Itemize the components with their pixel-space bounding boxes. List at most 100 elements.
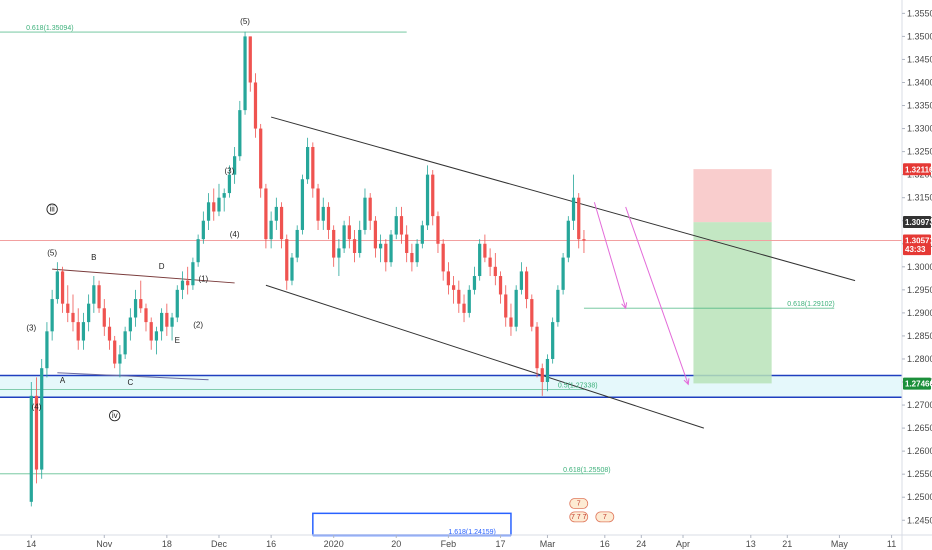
- candle-body: [180, 280, 185, 290]
- candle: [399, 206, 404, 244]
- candle-body: [342, 225, 346, 249]
- price-axis[interactable]: 1.35500 1.35000 1.34500 1.34000 1.33500 1.330…: [902, 8, 932, 525]
- time-axis[interactable]: 14 Nov 18 Dec 16 2020 20 Feb 17 Mar 16 24 Apr 13 21 May…: [26, 535, 896, 549]
- candle: [571, 174, 576, 230]
- candle-body: [300, 179, 305, 230]
- candle: [222, 188, 226, 212]
- projection-arrow-2: [625, 206, 689, 385]
- candle-body: [577, 197, 581, 240]
- candle: [238, 100, 242, 161]
- time-tick-label: 21: [782, 539, 792, 549]
- candle-body: [186, 280, 190, 286]
- price-badge-bg: [903, 215, 931, 228]
- price-badge: 1.30973: [903, 215, 932, 228]
- candle: [118, 345, 122, 378]
- candle: [259, 123, 263, 198]
- candle: [40, 358, 44, 479]
- time-tick-label: 11: [887, 539, 896, 549]
- wave-label: C: [127, 378, 133, 387]
- candle: [535, 322, 539, 378]
- candle-body: [446, 271, 451, 286]
- candle-body: [514, 289, 518, 327]
- wave-label: (3): [225, 167, 235, 176]
- candle-body: [321, 206, 325, 221]
- candle: [217, 183, 221, 217]
- fib-level-label-1: 0.618(1.29102): [787, 301, 834, 308]
- candle-body: [285, 239, 289, 281]
- candle-body: [201, 220, 205, 240]
- labels-layer: 0.618(1.35094) 0.618(1.29102) 0.5(1.27338)…: [26, 17, 835, 536]
- candle: [196, 234, 200, 267]
- candle: [342, 220, 346, 253]
- time-tick-label: 20: [391, 539, 401, 549]
- candle-body: [144, 308, 148, 323]
- candle: [248, 36, 252, 92]
- candle: [332, 225, 336, 267]
- candle-body: [483, 243, 487, 258]
- candle-body: [316, 188, 320, 221]
- candle: [337, 239, 341, 277]
- candle-body: [524, 271, 529, 300]
- candle: [582, 229, 586, 253]
- candle-body: [405, 234, 409, 253]
- candle-body: [107, 326, 112, 341]
- candle-body: [420, 225, 424, 244]
- candle: [144, 303, 148, 332]
- time-tick-label: Feb: [441, 539, 457, 549]
- candle: [326, 202, 331, 240]
- price-badge-bg: [903, 243, 931, 256]
- candle: [212, 188, 216, 221]
- candle: [97, 280, 101, 313]
- price-badge-label: 1.30571: [905, 236, 932, 245]
- candle-body: [160, 312, 164, 332]
- projection-arrow-2-head: [683, 378, 690, 386]
- price-badge-label: 1.27466: [905, 380, 932, 389]
- price-badge-bg: [903, 377, 931, 390]
- candle: [493, 252, 497, 286]
- candle-body: [441, 243, 445, 272]
- fib-level-label-0: 0.618(1.35094): [26, 25, 73, 32]
- triangle-lower: [57, 372, 209, 381]
- candle: [160, 308, 164, 341]
- fib-level-label-2: 0.5(1.27338): [558, 382, 598, 389]
- candle: [76, 308, 80, 350]
- candle-body: [295, 229, 299, 258]
- candle-body: [191, 262, 195, 286]
- candle-body: [389, 234, 393, 263]
- candle-body: [410, 252, 414, 263]
- candle-body: [274, 206, 278, 221]
- candle-body: [253, 82, 258, 129]
- candle: [191, 257, 195, 290]
- candle: [352, 229, 357, 263]
- candle: [201, 211, 205, 244]
- candle: [498, 271, 503, 304]
- candle-body: [498, 276, 503, 295]
- candle-body: [71, 312, 75, 323]
- event-marker-bg: [569, 511, 589, 523]
- time-tick-label: 16: [266, 539, 276, 549]
- candle: [253, 73, 258, 138]
- candle: [295, 225, 299, 263]
- price-tick-label: 1.35500: [907, 8, 932, 18]
- candle: [363, 188, 367, 235]
- candle-body: [264, 188, 268, 240]
- wave-label: (1): [198, 275, 208, 284]
- candle-body: [66, 303, 70, 313]
- candle-body: [358, 229, 362, 253]
- candle-body: [97, 285, 101, 309]
- candle-body: [259, 128, 263, 189]
- candle-body: [399, 216, 404, 235]
- wave-label: (2): [193, 321, 203, 330]
- channel-upper: [270, 116, 856, 282]
- candle: [446, 262, 451, 295]
- candle: [347, 216, 351, 249]
- candle: [425, 165, 430, 230]
- candle-body: [556, 289, 560, 323]
- price-tick-label: 1.32500: [907, 147, 932, 157]
- price-tick-label: 1.28500: [907, 331, 932, 341]
- event-marker: 7: [577, 501, 581, 508]
- price-tick-label: 1.33000: [907, 124, 932, 134]
- time-tick-label: 18: [162, 539, 172, 549]
- wave-label: (4): [230, 230, 240, 239]
